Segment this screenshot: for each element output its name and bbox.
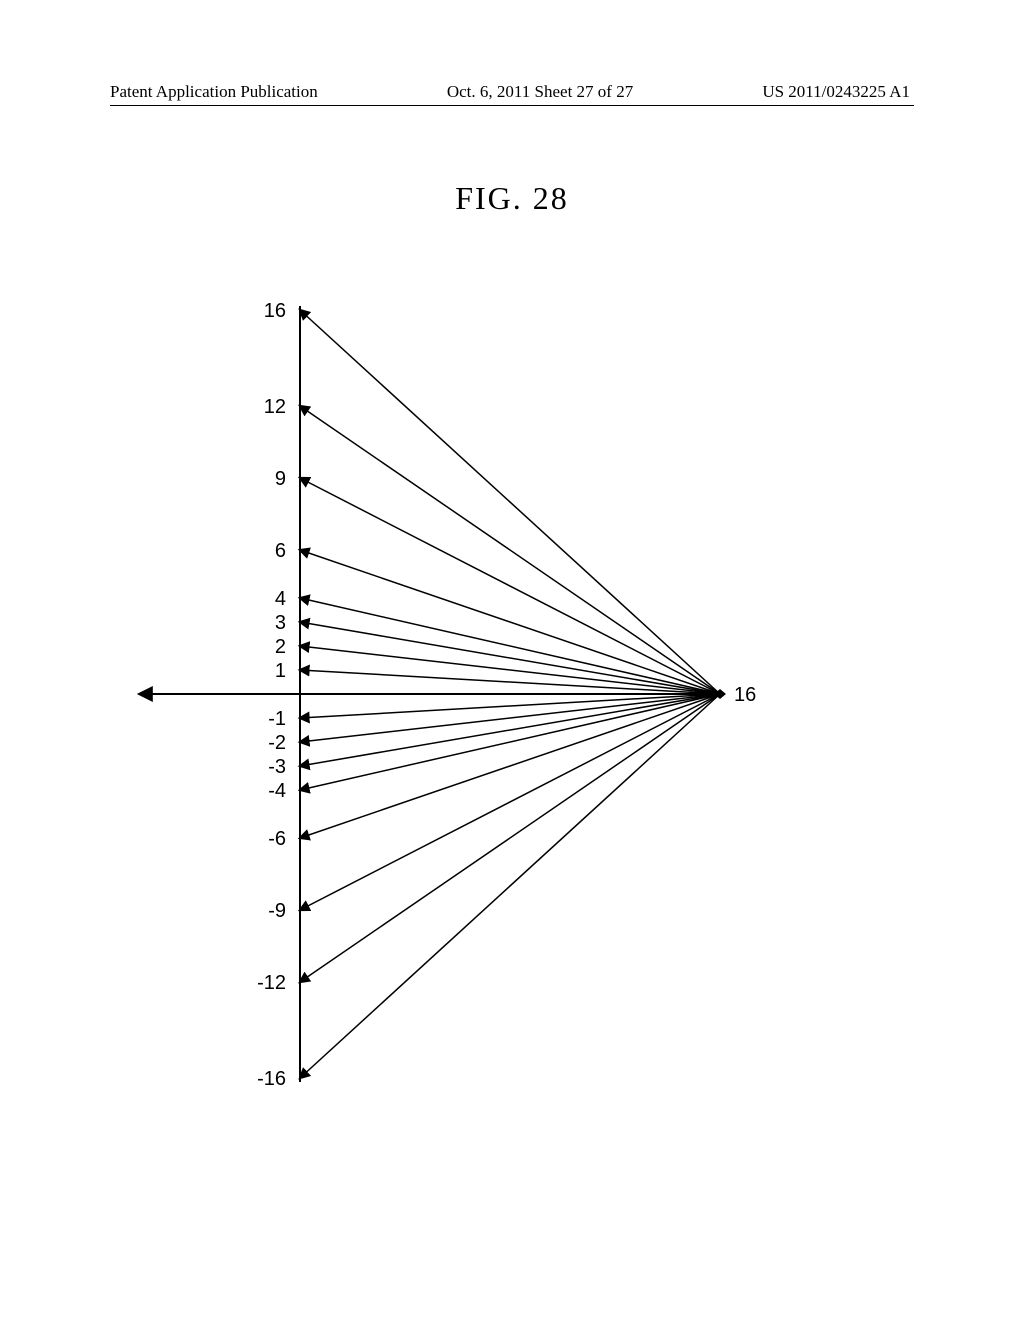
header-publication: Patent Application Publication xyxy=(110,82,318,102)
y-axis-label: -1 xyxy=(268,708,286,730)
figure-title: FIG. 28 xyxy=(0,180,1024,217)
y-axis-label: 6 xyxy=(275,540,286,562)
y-axis-label: -16 xyxy=(257,1068,286,1090)
y-axis-label: -3 xyxy=(268,756,286,778)
x-axis-label: 16 xyxy=(734,684,756,706)
y-axis-label: 3 xyxy=(275,612,286,634)
y-axis-label: 1 xyxy=(275,660,286,682)
y-axis-label: -12 xyxy=(257,972,286,994)
header-date-sheet: Oct. 6, 2011 Sheet 27 of 27 xyxy=(447,82,633,102)
y-axis-label: 12 xyxy=(264,396,286,418)
fan-diagram: 16 12 9 6 4321 -1-2-3-4 -6 -9 -12 -16 16 xyxy=(0,260,1024,1160)
y-axis-label: 9 xyxy=(275,468,286,490)
y-axis-label: 2 xyxy=(275,636,286,658)
y-axis-label: -2 xyxy=(268,732,286,754)
y-axis-label: 4 xyxy=(275,588,286,610)
y-axis-label: 16 xyxy=(264,300,286,322)
y-axis-label: -9 xyxy=(268,900,286,922)
header-divider xyxy=(110,105,914,106)
header-pubnumber: US 2011/0243225 A1 xyxy=(762,82,910,102)
y-axis-label: -4 xyxy=(268,780,286,802)
y-axis-label: -6 xyxy=(268,828,286,850)
